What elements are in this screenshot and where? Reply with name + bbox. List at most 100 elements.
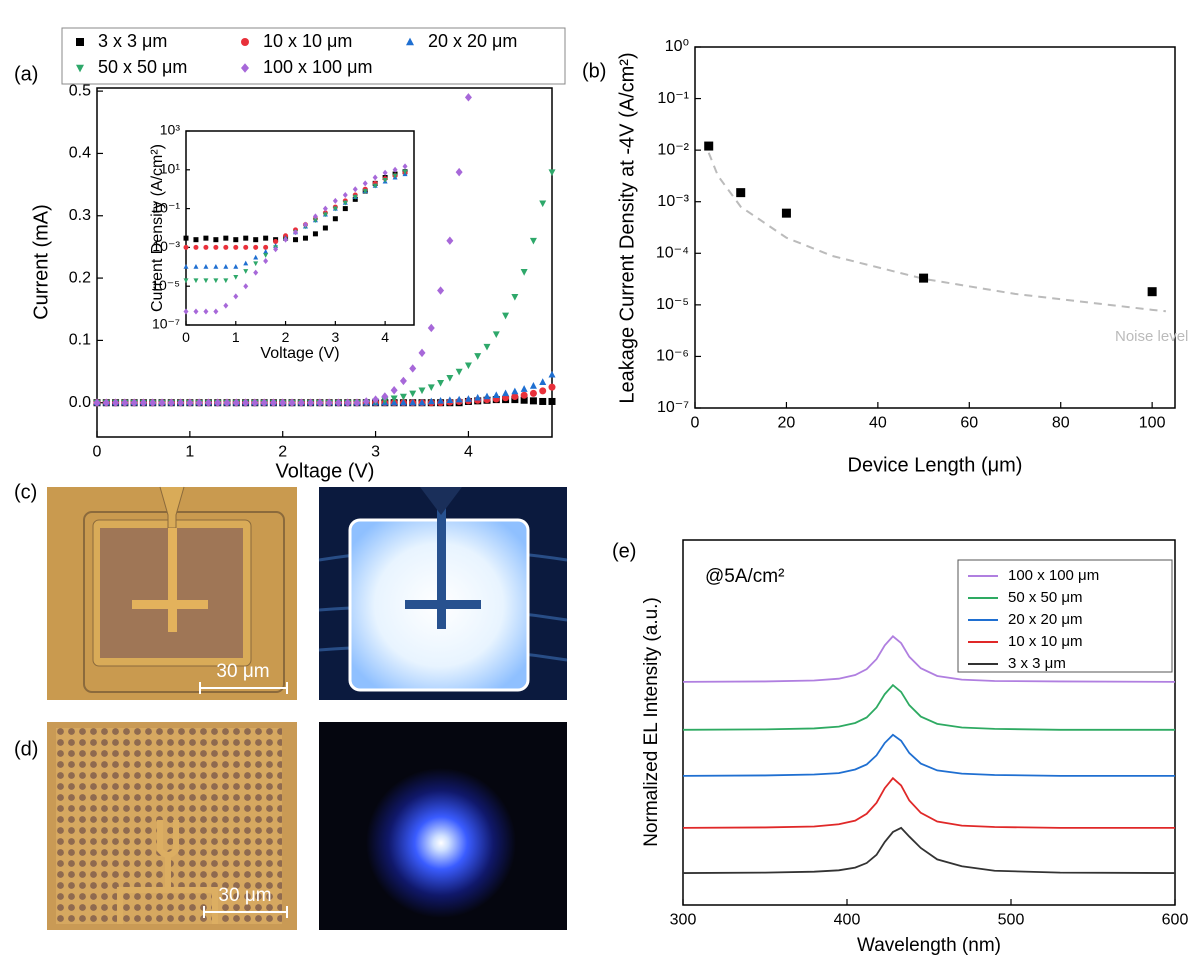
data-point (548, 370, 556, 378)
data-point (279, 398, 287, 407)
y-tick-label: 10⁻² (657, 141, 689, 158)
data-point (263, 248, 269, 254)
data-point (342, 200, 348, 206)
data-point (195, 398, 203, 407)
data-point (437, 379, 445, 387)
data-point (427, 397, 435, 405)
data-point (342, 206, 348, 212)
x-tick-label: 4 (464, 443, 473, 460)
data-point (919, 273, 929, 283)
x-tick-label: 500 (998, 911, 1025, 928)
y-tick-label: 10⁻⁴ (656, 245, 689, 262)
x-tick-label: 2 (282, 329, 290, 345)
data-point (233, 264, 239, 269)
data-point (418, 387, 426, 395)
data-point (149, 398, 157, 407)
spectrum-line (682, 683, 1175, 731)
x-tick-label: 100 (1139, 414, 1166, 431)
data-point (213, 308, 219, 315)
data-point (437, 397, 445, 404)
panel-label: (e) (612, 540, 636, 562)
data-point (121, 398, 129, 407)
y-tick-label: 0.0 (69, 394, 91, 411)
panel-label: (a) (14, 63, 38, 85)
data-point (269, 398, 277, 407)
legend-marker (241, 38, 249, 46)
data-point (288, 398, 296, 407)
panel-label: (d) (14, 738, 38, 760)
data-point (511, 293, 519, 301)
scale-bar-label: 30 μm (218, 885, 271, 906)
data-point (322, 212, 328, 218)
y-tick-label: 10⁻⁵ (151, 277, 180, 293)
plot-frame (185, 130, 415, 326)
data-point (382, 169, 388, 176)
x-tick-label: 300 (670, 911, 697, 928)
data-point (203, 308, 209, 315)
data-point (183, 278, 189, 284)
data-point (293, 229, 299, 236)
data-point (263, 253, 269, 258)
data-point (193, 278, 199, 284)
data-point (427, 384, 435, 391)
data-point (102, 398, 110, 407)
data-point (455, 368, 463, 376)
data-point (203, 278, 209, 284)
x-tick-label: 1 (185, 443, 194, 460)
data-point (223, 244, 229, 250)
data-point (243, 235, 249, 241)
data-point (548, 169, 556, 176)
data-point (446, 396, 454, 404)
y-tick-label: 10⁻⁶ (656, 348, 689, 365)
y-tick-label: 10¹ (160, 161, 181, 177)
data-point (418, 398, 426, 406)
micrograph-c: 30 μm (47, 486, 568, 700)
legend-label: 100 x 100 μm (1008, 567, 1099, 584)
data-point (213, 264, 219, 269)
data-point (502, 312, 510, 320)
data-point (312, 213, 318, 220)
data-point (322, 225, 328, 231)
data-point (548, 397, 556, 405)
data-point (511, 387, 519, 395)
data-point (418, 348, 426, 358)
data-point (1147, 287, 1157, 297)
x-tick-label: 0 (182, 329, 190, 345)
data-point (183, 244, 189, 250)
data-point (520, 391, 528, 399)
data-point (409, 364, 417, 373)
data-point (474, 353, 482, 360)
data-point (183, 235, 189, 241)
data-point (402, 169, 408, 175)
data-point (736, 188, 746, 198)
data-point (203, 244, 209, 250)
x-tick-label: 4 (381, 329, 389, 345)
x-axis-label: Device Length (μm) (848, 454, 1023, 476)
data-point (177, 398, 185, 407)
x-tick-label: 2 (278, 443, 287, 460)
plot-frame (96, 87, 553, 438)
y-tick-label: 10⁰ (665, 38, 689, 55)
x-tick-label: 400 (834, 911, 861, 928)
data-point (372, 183, 378, 189)
data-point (223, 264, 229, 269)
data-point (232, 398, 240, 407)
data-point (93, 398, 101, 407)
plot-frame (682, 539, 1176, 906)
data-point (539, 397, 547, 405)
data-point (302, 221, 308, 228)
data-point (529, 382, 537, 389)
data-point (312, 231, 318, 237)
data-point (193, 244, 199, 250)
data-point (399, 393, 407, 401)
x-tick-label: 20 (778, 414, 796, 431)
data-point (529, 237, 537, 245)
data-point (243, 244, 249, 250)
data-point (409, 398, 417, 406)
data-point (186, 398, 194, 407)
x-tick-label: 0 (691, 414, 700, 431)
data-point (253, 269, 259, 276)
data-point (233, 244, 239, 250)
data-point (427, 323, 435, 333)
data-point (322, 205, 328, 212)
